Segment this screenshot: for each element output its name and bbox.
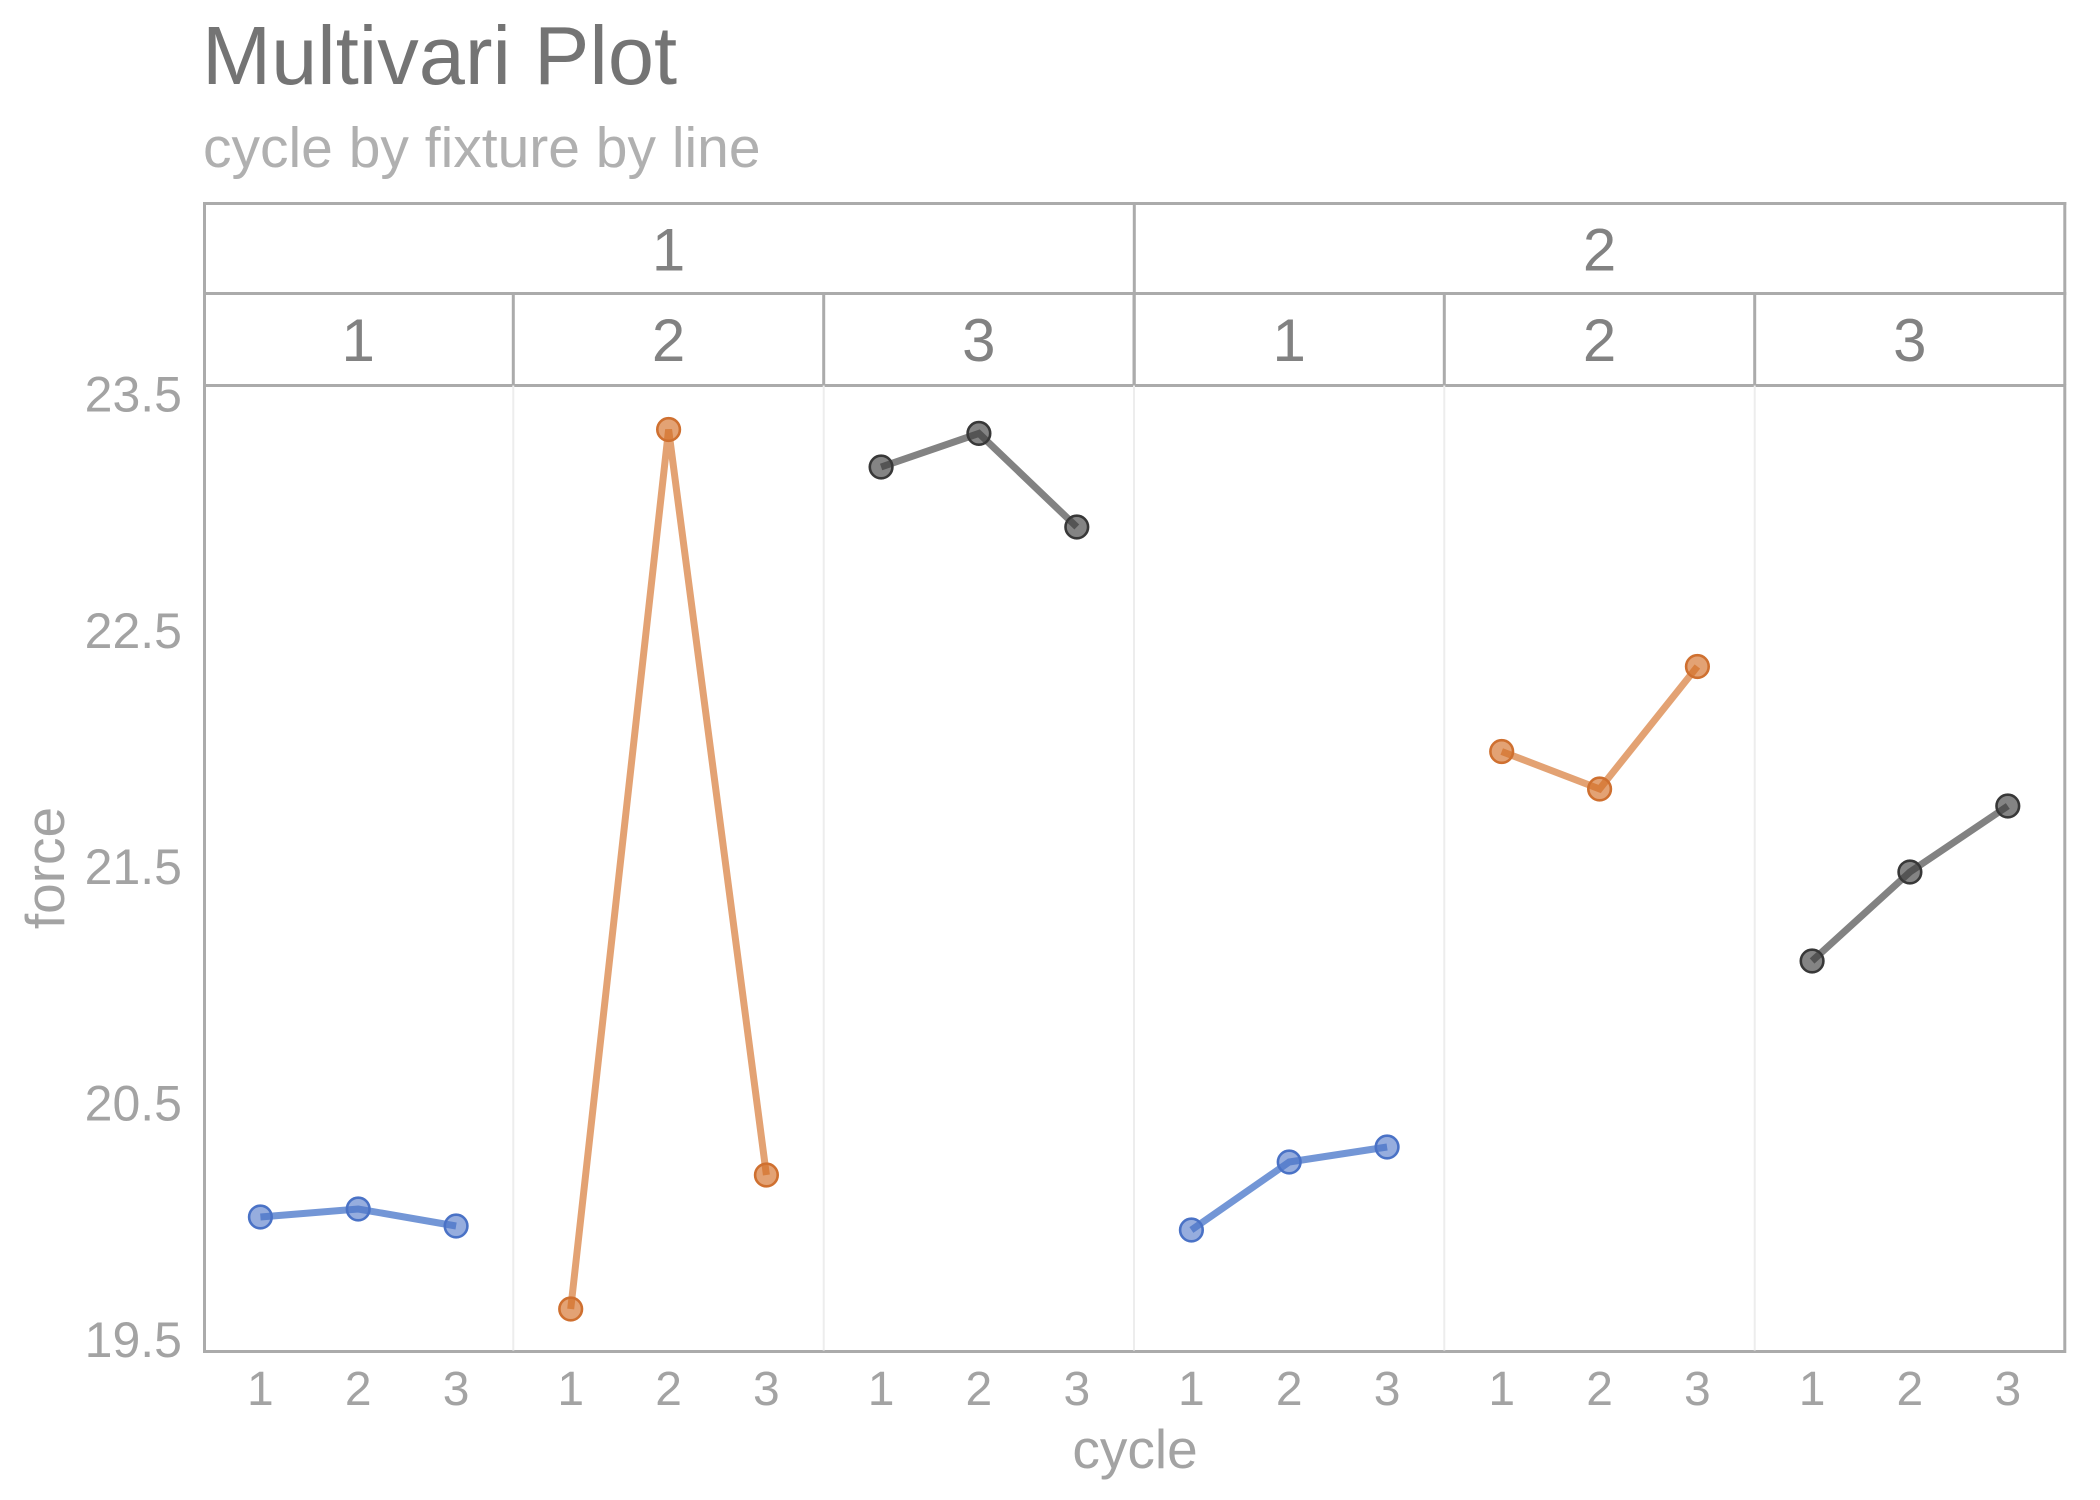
svg-text:20.5: 20.5 xyxy=(85,1076,182,1132)
svg-text:3: 3 xyxy=(962,307,995,374)
svg-text:21.5: 21.5 xyxy=(85,839,182,895)
svg-text:2: 2 xyxy=(1583,307,1616,374)
svg-text:3: 3 xyxy=(1684,1363,1711,1416)
svg-text:cycle: cycle xyxy=(1072,1418,1197,1480)
svg-text:force: force xyxy=(14,807,76,929)
svg-text:2: 2 xyxy=(1897,1363,1924,1416)
svg-text:3: 3 xyxy=(1994,1363,2021,1416)
svg-text:1: 1 xyxy=(868,1363,895,1416)
svg-text:22.5: 22.5 xyxy=(85,603,182,659)
svg-text:19.5: 19.5 xyxy=(85,1312,182,1368)
svg-text:3: 3 xyxy=(1893,307,1926,374)
svg-text:1: 1 xyxy=(557,1363,584,1416)
svg-text:1: 1 xyxy=(1273,307,1306,374)
svg-text:Multivari Plot: Multivari Plot xyxy=(202,9,677,102)
svg-text:1: 1 xyxy=(652,216,685,283)
svg-text:2: 2 xyxy=(1276,1363,1303,1416)
svg-text:23.5: 23.5 xyxy=(85,367,182,423)
svg-text:2: 2 xyxy=(1583,216,1616,283)
svg-text:2: 2 xyxy=(1586,1363,1613,1416)
svg-text:2: 2 xyxy=(652,307,685,374)
svg-text:2: 2 xyxy=(345,1363,372,1416)
svg-text:1: 1 xyxy=(342,307,375,374)
svg-text:3: 3 xyxy=(1374,1363,1401,1416)
svg-text:3: 3 xyxy=(1063,1363,1090,1416)
svg-text:2: 2 xyxy=(655,1363,682,1416)
svg-text:1: 1 xyxy=(1178,1363,1205,1416)
svg-text:2: 2 xyxy=(966,1363,993,1416)
svg-text:1: 1 xyxy=(1799,1363,1826,1416)
svg-text:1: 1 xyxy=(247,1363,274,1416)
svg-text:3: 3 xyxy=(753,1363,780,1416)
svg-text:cycle by fixture by line: cycle by fixture by line xyxy=(203,116,761,180)
svg-text:3: 3 xyxy=(443,1363,470,1416)
svg-text:1: 1 xyxy=(1488,1363,1515,1416)
